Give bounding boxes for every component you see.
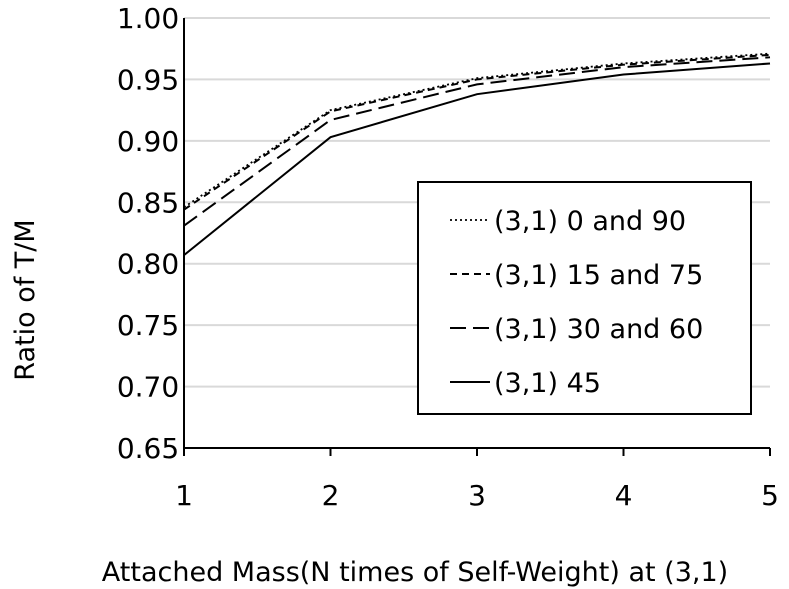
x-tick-label: 2 xyxy=(322,479,340,512)
axes xyxy=(183,18,771,456)
legend-box xyxy=(417,181,752,415)
x-tick-label: 5 xyxy=(761,479,779,512)
series-lines xyxy=(183,52,771,256)
y-tick-labels: 0.65 0.70 0.75 0.80 0.85 0.90 0.95 1.00 xyxy=(117,2,179,465)
legend-label: (3,1) 0 and 90 xyxy=(494,206,686,237)
series-line xyxy=(183,53,771,211)
x-tick-labels: 1 2 3 4 5 xyxy=(175,479,779,512)
y-tick-label: 0.80 xyxy=(117,248,179,281)
legend-label: (3,1) 45 xyxy=(494,368,601,399)
series-line xyxy=(183,52,771,208)
series-line xyxy=(183,62,771,256)
legend: (3,1) 0 and 90 (3,1) 15 and 75 (3,1) 30 an… xyxy=(417,181,752,415)
series-line xyxy=(183,56,771,227)
y-tick-label: 0.65 xyxy=(117,432,179,465)
x-tick-label: 4 xyxy=(615,479,633,512)
y-tick-label: 0.90 xyxy=(117,125,179,158)
legend-label: (3,1) 30 and 60 xyxy=(494,314,703,345)
y-tick-label: 0.75 xyxy=(117,309,179,342)
y-tick-label: 0.70 xyxy=(117,371,179,404)
x-tick-label: 1 xyxy=(175,479,193,512)
y-tick-label: 1.00 xyxy=(117,2,179,35)
x-axis-title: Attached Mass(N times of Self-Weight) at… xyxy=(102,557,728,588)
y-axis-title: Ratio of T/M xyxy=(10,219,41,380)
y-tick-label: 0.85 xyxy=(117,186,179,219)
y-tick-label: 0.95 xyxy=(117,63,179,96)
legend-label: (3,1) 15 and 75 xyxy=(494,260,703,291)
x-tick-label: 3 xyxy=(468,479,486,512)
